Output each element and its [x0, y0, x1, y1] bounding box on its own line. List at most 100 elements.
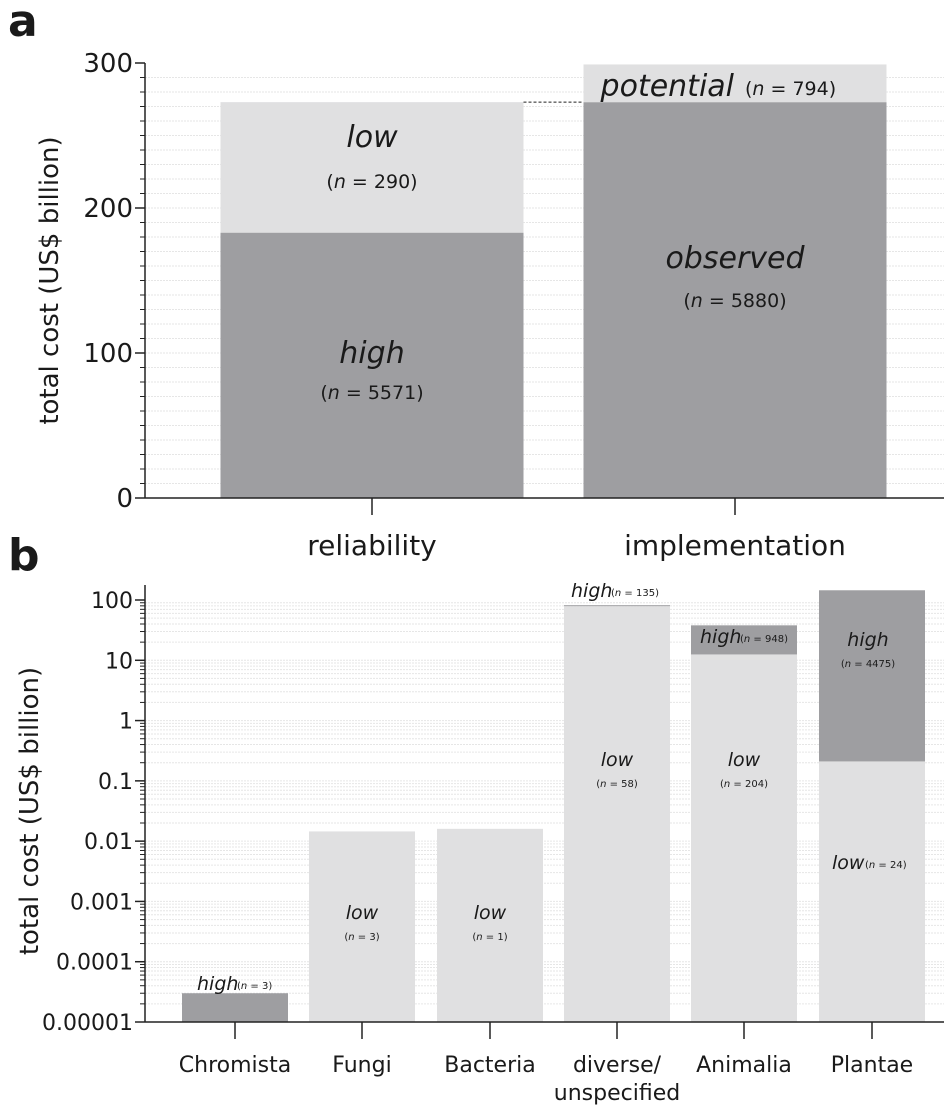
diverse-low-count-open: ( — [596, 779, 600, 790]
bar-plantae-high — [819, 590, 925, 762]
chromista-high-label: high — [197, 973, 238, 995]
x-tick-label-line: Fungi — [332, 1053, 391, 1078]
x-tick-label-diverse-unspecified: diverse/unspecified — [554, 1053, 680, 1106]
segment-observed-label: observed — [665, 241, 805, 276]
animalia-low-count-n: n — [724, 779, 730, 790]
diverse-low-count: (n = 58) — [596, 779, 638, 790]
animalia-low-count-open: ( — [720, 779, 724, 790]
bacteria-low-count: (n = 1) — [472, 932, 507, 943]
y-tick-label: 10 — [105, 649, 133, 674]
diverse-high-count-n: n — [615, 588, 621, 599]
bar-bacteria-low — [437, 828, 543, 1022]
bar-plantae-low — [819, 761, 925, 1022]
y-tick-label: 100 — [91, 589, 133, 614]
bacteria-low-label: low — [474, 902, 507, 924]
fungi-low-count-value: = 3) — [355, 932, 380, 943]
panel-b-chart: 0.00001 0.0001 0.001 0.01 0.1 1 10 100 Chromista… — [15, 580, 944, 1106]
animalia-high-count-n: n — [744, 634, 750, 645]
bar-animalia-low — [691, 654, 797, 1022]
x-tick-label-chromista: Chromista — [179, 1053, 291, 1078]
bar-reliability-low — [220, 102, 524, 233]
segment-high-count: (n = 5571) — [320, 382, 423, 404]
y-tick-label: 0.0001 — [56, 951, 133, 976]
x-tick-label-reliability: reliability — [307, 529, 437, 562]
segment-low-count-n: n — [334, 171, 346, 193]
bar-diverse-unspecified-high — [564, 605, 670, 607]
y-tick-label: 0.01 — [84, 830, 133, 855]
fungi-low-label: low — [346, 902, 379, 924]
plantae-low-count-open: ( — [865, 860, 869, 871]
y-axis-title: total cost (US$ billion) — [15, 667, 45, 955]
chromista-high-count-n: n — [241, 981, 247, 992]
diverse-high-count: (n = 135) — [611, 588, 659, 599]
plantae-high-label: high — [847, 629, 888, 651]
segment-low-label: low — [346, 120, 398, 155]
segment-potential-label: potential — [600, 69, 735, 104]
panel-letter-a: a — [8, 0, 38, 47]
panel-a-chart: 0 100 200 300 reliability implementation total… — [35, 49, 944, 562]
segment-observed-count-value: = 5880) — [703, 290, 787, 312]
segment-potential-count-value: = 794) — [764, 78, 836, 100]
bacteria-low-count-value: = 1) — [483, 932, 508, 943]
bar-animalia-high — [691, 625, 797, 655]
x-tick-label-plantae: Plantae — [831, 1053, 913, 1078]
chromista-high-count-open: ( — [237, 981, 241, 992]
plantae-low-count-n: n — [869, 860, 875, 871]
x-tick-label-line: Animalia — [696, 1053, 792, 1078]
plantae-high-count-value: = 4475) — [851, 659, 895, 670]
bar-implementation-observed — [583, 102, 887, 499]
y-tick-label: 0 — [116, 484, 133, 514]
segment-low-count: (n = 290) — [326, 171, 417, 193]
segment-potential-count: (n = 794) — [745, 78, 836, 100]
x-tick-label-line: Chromista — [179, 1053, 291, 1078]
segment-observed-count-n: n — [691, 290, 703, 312]
animalia-high-count: (n = 948) — [740, 634, 788, 645]
fungi-low-count-open: ( — [344, 932, 348, 943]
y-tick-label: 200 — [83, 194, 133, 224]
chromista-high-count-value: = 3) — [247, 981, 272, 992]
segment-high-label: high — [339, 336, 404, 371]
chromista-high-count: (n = 3) — [237, 981, 272, 992]
x-tick-label-bacteria: Bacteria — [444, 1053, 535, 1078]
bacteria-low-count-n: n — [476, 932, 482, 943]
y-tick-label: 300 — [83, 49, 133, 79]
plantae-high-count-n: n — [845, 659, 851, 670]
segment-low-count-open: ( — [326, 171, 333, 193]
segment-high-count-value: = 5571) — [340, 382, 424, 404]
x-tick-label-line: unspecified — [554, 1081, 680, 1106]
animalia-high-count-value: = 948) — [750, 634, 788, 645]
plantae-high-count-open: ( — [841, 659, 845, 670]
bar-chromista-high — [182, 993, 288, 1022]
x-tick-label-fungi: Fungi — [332, 1053, 391, 1078]
x-tick-label-line: diverse/ — [573, 1053, 662, 1078]
segment-potential-count-n: n — [752, 78, 764, 100]
diverse-high-count-value: = 135) — [621, 588, 659, 599]
fungi-low-count: (n = 3) — [344, 932, 379, 943]
segment-observed-count: (n = 5880) — [683, 290, 786, 312]
x-tick-label-line: Bacteria — [444, 1053, 535, 1078]
animalia-high-label: high — [700, 626, 741, 648]
bar-implementation-potential — [583, 64, 887, 103]
segment-potential-count-open: ( — [745, 78, 752, 100]
diverse-low-count-n: n — [600, 779, 606, 790]
bacteria-low-count-open: ( — [472, 932, 476, 943]
x-tick-label-animalia: Animalia — [696, 1053, 792, 1078]
y-tick-label: 0.1 — [98, 770, 133, 795]
diverse-low-count-value: = 58) — [606, 779, 637, 790]
diverse-high-count-open: ( — [611, 588, 615, 599]
fungi-low-count-n: n — [348, 932, 354, 943]
plantae-low-count-value: = 24) — [875, 860, 906, 871]
bar-fungi-low — [309, 831, 415, 1022]
y-tick-label: 0.00001 — [42, 1011, 133, 1036]
y-tick-label: 1 — [119, 710, 133, 735]
animalia-high-count-open: ( — [740, 634, 744, 645]
panel-letter-b: b — [8, 530, 40, 581]
segment-low-count-value: = 290) — [346, 171, 418, 193]
y-tick-label: 0.001 — [70, 890, 133, 915]
plantae-low-count: (n = 24) — [865, 860, 907, 871]
x-tick-label-implementation: implementation — [624, 529, 846, 562]
segment-observed-count-open: ( — [683, 290, 690, 312]
x-tick-label-line: Plantae — [831, 1053, 913, 1078]
